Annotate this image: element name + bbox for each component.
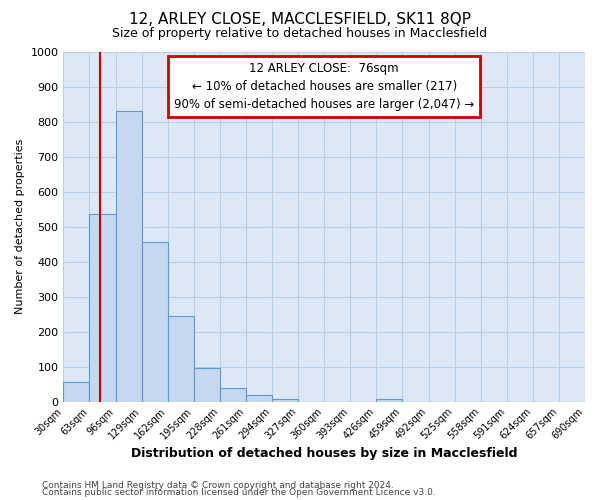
Bar bbox=[194, 368, 220, 402]
Y-axis label: Number of detached properties: Number of detached properties bbox=[15, 139, 25, 314]
Bar bbox=[64, 382, 89, 402]
Text: 12, ARLEY CLOSE, MACCLESFIELD, SK11 8QP: 12, ARLEY CLOSE, MACCLESFIELD, SK11 8QP bbox=[129, 12, 471, 28]
Bar bbox=[220, 388, 246, 402]
Bar bbox=[116, 111, 142, 402]
Bar bbox=[246, 394, 272, 402]
Text: 12 ARLEY CLOSE:  76sqm
← 10% of detached houses are smaller (217)
90% of semi-de: 12 ARLEY CLOSE: 76sqm ← 10% of detached … bbox=[174, 62, 475, 111]
Bar bbox=[168, 316, 194, 402]
Bar bbox=[89, 214, 116, 402]
Text: Contains public sector information licensed under the Open Government Licence v3: Contains public sector information licen… bbox=[42, 488, 436, 497]
Bar bbox=[142, 242, 168, 402]
Bar bbox=[376, 399, 403, 402]
Text: Contains HM Land Registry data © Crown copyright and database right 2024.: Contains HM Land Registry data © Crown c… bbox=[42, 480, 394, 490]
X-axis label: Distribution of detached houses by size in Macclesfield: Distribution of detached houses by size … bbox=[131, 447, 517, 460]
Bar bbox=[272, 399, 298, 402]
Text: Size of property relative to detached houses in Macclesfield: Size of property relative to detached ho… bbox=[112, 28, 488, 40]
